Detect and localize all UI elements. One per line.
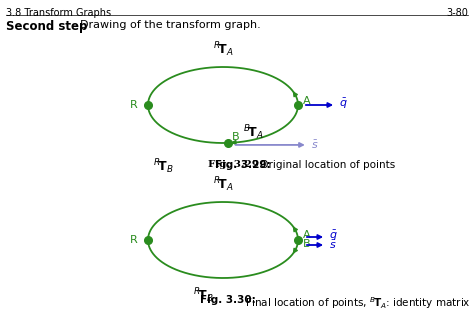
Text: R: R — [130, 235, 138, 245]
Text: $^{R}\!\mathbf{T}_{B}$: $^{R}\!\mathbf{T}_{B}$ — [192, 286, 213, 305]
Text: $^{B}\!\mathbf{T}_{A}$: $^{B}\!\mathbf{T}_{A}$ — [243, 123, 264, 142]
Text: $\bar{q}$: $\bar{q}$ — [339, 97, 347, 111]
Text: Fig. 3.29:: Fig. 3.29: — [215, 160, 271, 170]
Text: A: A — [303, 230, 310, 240]
Text: Fig. 3.29:: Fig. 3.29: — [208, 160, 266, 169]
Text: B: B — [232, 132, 239, 142]
Text: Original location of points: Original location of points — [257, 160, 395, 170]
Text: Fig. 3.30:: Fig. 3.30: — [200, 295, 256, 305]
Text: R: R — [130, 100, 138, 110]
Text: 3-80: 3-80 — [446, 8, 468, 18]
Text: $^{R}\!\mathbf{T}_{A}$: $^{R}\!\mathbf{T}_{A}$ — [213, 40, 233, 59]
Text: Second step: Second step — [6, 20, 87, 33]
Text: $\bar{q}$: $\bar{q}$ — [329, 229, 337, 243]
Text: $\bar{s}$: $\bar{s}$ — [311, 139, 319, 151]
Text: A: A — [303, 96, 310, 106]
Text: Final location of points, $^{B}\!\mathbf{T}_{A}$: identity matrix: Final location of points, $^{B}\!\mathbf… — [242, 295, 471, 311]
Text: $^{R}\!\mathbf{T}_{B}$: $^{R}\!\mathbf{T}_{B}$ — [153, 157, 173, 176]
Text: B: B — [303, 239, 310, 249]
Text: $\bar{s}$: $\bar{s}$ — [329, 239, 337, 251]
Text: 3.8 Transform Graphs: 3.8 Transform Graphs — [6, 8, 111, 18]
Text: Drawing of the transform graph.: Drawing of the transform graph. — [80, 20, 261, 30]
Text: $^{R}\!\mathbf{T}_{A}$: $^{R}\!\mathbf{T}_{A}$ — [213, 175, 233, 194]
